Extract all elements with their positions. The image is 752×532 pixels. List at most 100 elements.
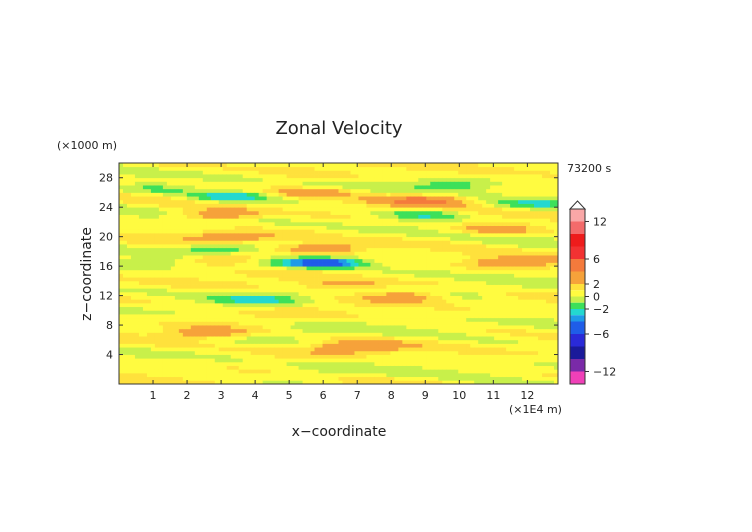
heatmap-cell bbox=[234, 306, 240, 311]
heatmap-cell bbox=[270, 262, 276, 267]
heatmap-cell bbox=[390, 358, 395, 363]
heatmap-cell bbox=[318, 365, 323, 370]
heatmap-cell bbox=[126, 214, 132, 219]
heatmap-cell bbox=[370, 170, 375, 175]
heatmap-cell bbox=[350, 236, 355, 241]
heatmap-cell bbox=[218, 174, 224, 179]
heatmap-cell bbox=[278, 317, 284, 322]
heatmap-cell bbox=[202, 214, 208, 219]
heatmap-cell bbox=[342, 236, 347, 241]
heatmap-cell bbox=[414, 358, 419, 363]
heatmap-cell bbox=[370, 284, 375, 289]
heatmap-cell bbox=[298, 336, 303, 341]
heatmap-cell bbox=[126, 244, 132, 249]
heatmap-cell bbox=[258, 358, 264, 363]
heatmap-cell bbox=[166, 269, 172, 274]
heatmap-cell bbox=[358, 321, 363, 326]
heatmap-cell bbox=[298, 291, 303, 296]
heatmap-cell bbox=[290, 347, 295, 352]
heatmap-cell bbox=[138, 314, 144, 319]
heatmap-cell bbox=[314, 192, 319, 197]
heatmap-cell bbox=[194, 229, 200, 234]
heatmap-cell bbox=[246, 310, 252, 315]
heatmap-cell bbox=[178, 262, 184, 267]
heatmap-cell bbox=[142, 369, 148, 374]
heatmap-cell bbox=[310, 291, 315, 296]
heatmap-cell bbox=[390, 244, 395, 249]
heatmap-cell bbox=[202, 317, 208, 322]
heatmap-cell bbox=[338, 251, 343, 256]
heatmap-cell bbox=[266, 218, 272, 223]
heatmap-cell bbox=[222, 232, 228, 238]
heatmap-cell bbox=[174, 280, 180, 285]
heatmap-cell bbox=[242, 181, 248, 186]
heatmap-cell bbox=[238, 277, 244, 282]
heatmap-cell bbox=[150, 188, 156, 193]
heatmap-cell bbox=[358, 258, 363, 263]
heatmap-cell bbox=[382, 229, 387, 234]
heatmap-cell bbox=[326, 232, 331, 238]
heatmap-cell bbox=[446, 372, 451, 378]
heatmap-cell bbox=[214, 295, 220, 300]
heatmap-cell bbox=[298, 295, 303, 300]
heatmap-cell bbox=[346, 325, 351, 330]
heatmap-cell bbox=[310, 273, 315, 278]
heatmap-cell bbox=[234, 291, 240, 296]
heatmap-cell bbox=[378, 280, 383, 285]
heatmap-cell bbox=[274, 229, 280, 234]
heatmap-cell bbox=[426, 262, 431, 267]
heatmap-cell bbox=[338, 203, 343, 208]
heatmap-cell bbox=[426, 251, 431, 256]
heatmap-cell bbox=[274, 192, 280, 197]
heatmap-cell bbox=[298, 185, 303, 190]
heatmap-cell bbox=[398, 332, 403, 337]
heatmap-cell bbox=[126, 247, 132, 252]
heatmap-cell bbox=[146, 229, 152, 234]
heatmap-cell bbox=[314, 295, 319, 300]
heatmap-cell bbox=[262, 295, 268, 300]
heatmap-cell bbox=[218, 170, 224, 175]
heatmap-cell bbox=[298, 306, 303, 311]
heatmap-cell bbox=[262, 207, 268, 212]
heatmap-cell bbox=[134, 325, 140, 330]
heatmap-cell bbox=[150, 244, 156, 249]
heatmap-cell bbox=[338, 350, 343, 355]
heatmap-cell bbox=[434, 166, 439, 171]
heatmap-cell bbox=[166, 280, 172, 285]
heatmap-cell bbox=[334, 229, 339, 234]
heatmap-cell bbox=[194, 225, 200, 230]
heatmap-cell bbox=[414, 317, 419, 322]
heatmap-cell bbox=[154, 192, 160, 197]
heatmap-cell bbox=[278, 310, 284, 315]
heatmap-cell bbox=[142, 376, 148, 381]
heatmap-cell bbox=[314, 258, 319, 263]
heatmap-cell bbox=[402, 354, 407, 359]
heatmap-cell bbox=[394, 170, 399, 175]
heatmap-cell bbox=[166, 232, 172, 238]
heatmap-cell bbox=[230, 170, 236, 175]
heatmap-cell bbox=[378, 262, 383, 267]
heatmap-cell bbox=[434, 306, 439, 311]
heatmap-cell bbox=[254, 376, 260, 381]
heatmap-cell bbox=[262, 288, 268, 293]
heatmap-cell bbox=[210, 210, 216, 215]
heatmap-cell bbox=[414, 332, 419, 337]
heatmap-cell bbox=[202, 236, 208, 241]
heatmap-cell bbox=[119, 328, 124, 333]
heatmap-cell bbox=[202, 332, 208, 337]
heatmap-cell bbox=[406, 258, 411, 263]
heatmap-cell bbox=[442, 269, 447, 274]
heatmap-cell bbox=[222, 361, 228, 366]
heatmap-cell bbox=[322, 339, 327, 344]
heatmap-cell bbox=[186, 325, 192, 330]
heatmap-cell bbox=[230, 280, 236, 285]
heatmap-cell bbox=[306, 163, 311, 168]
heatmap-cell bbox=[422, 229, 427, 234]
heatmap-cell bbox=[174, 302, 180, 308]
heatmap-cell bbox=[442, 218, 447, 223]
heatmap-cell bbox=[294, 295, 299, 300]
heatmap-cell bbox=[166, 321, 172, 326]
heatmap-cell bbox=[214, 188, 220, 193]
heatmap-cell bbox=[370, 365, 375, 370]
heatmap-cell bbox=[434, 339, 439, 344]
